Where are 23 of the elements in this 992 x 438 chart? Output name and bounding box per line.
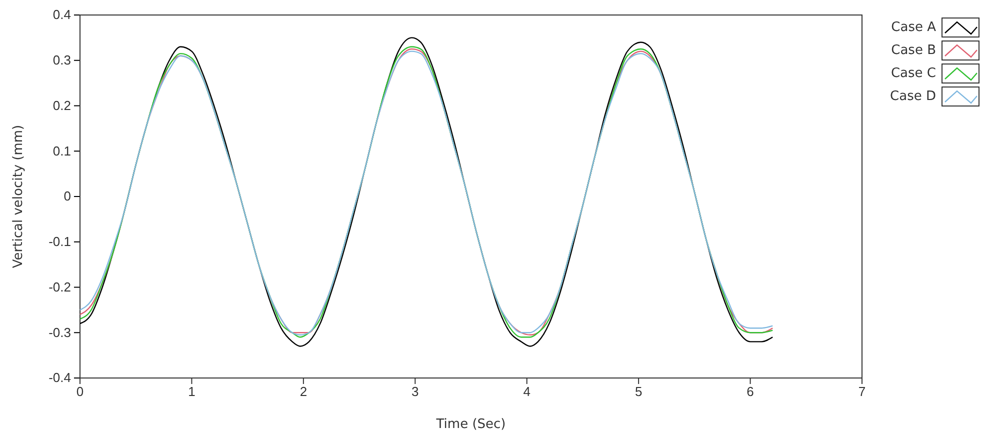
legend-label: Case A [891,20,936,35]
x-tick-label: 5 [634,384,642,400]
y-tick-label: 0.4 [52,7,71,22]
x-tick-label: 2 [300,384,308,400]
x-axis-title: Time (Sec) [435,417,506,432]
legend-label: Case D [890,89,936,104]
x-tick-label: 0 [76,384,84,400]
y-tick-label: 0 [64,188,71,204]
x-tick-label: 3 [412,384,419,400]
x-tick-label: 1 [188,384,196,400]
legend-label: Case B [891,43,936,58]
y-tick-label: -0.4 [48,370,71,386]
legend-label: Case C [890,66,936,81]
x-tick-label: 6 [746,384,754,400]
y-tick-label: 0.3 [52,52,71,68]
x-tick-label: 7 [858,384,866,400]
y-tick-label: -0.2 [48,279,71,294]
y-tick-label: -0.3 [48,324,71,340]
y-tick-label: -0.1 [48,234,71,250]
y-tick-label: 0.1 [52,143,71,158]
y-axis-title: Vertical velocity (mm) [11,124,26,268]
x-tick-label: 4 [523,384,530,400]
y-tick-label: 0.2 [52,98,71,113]
